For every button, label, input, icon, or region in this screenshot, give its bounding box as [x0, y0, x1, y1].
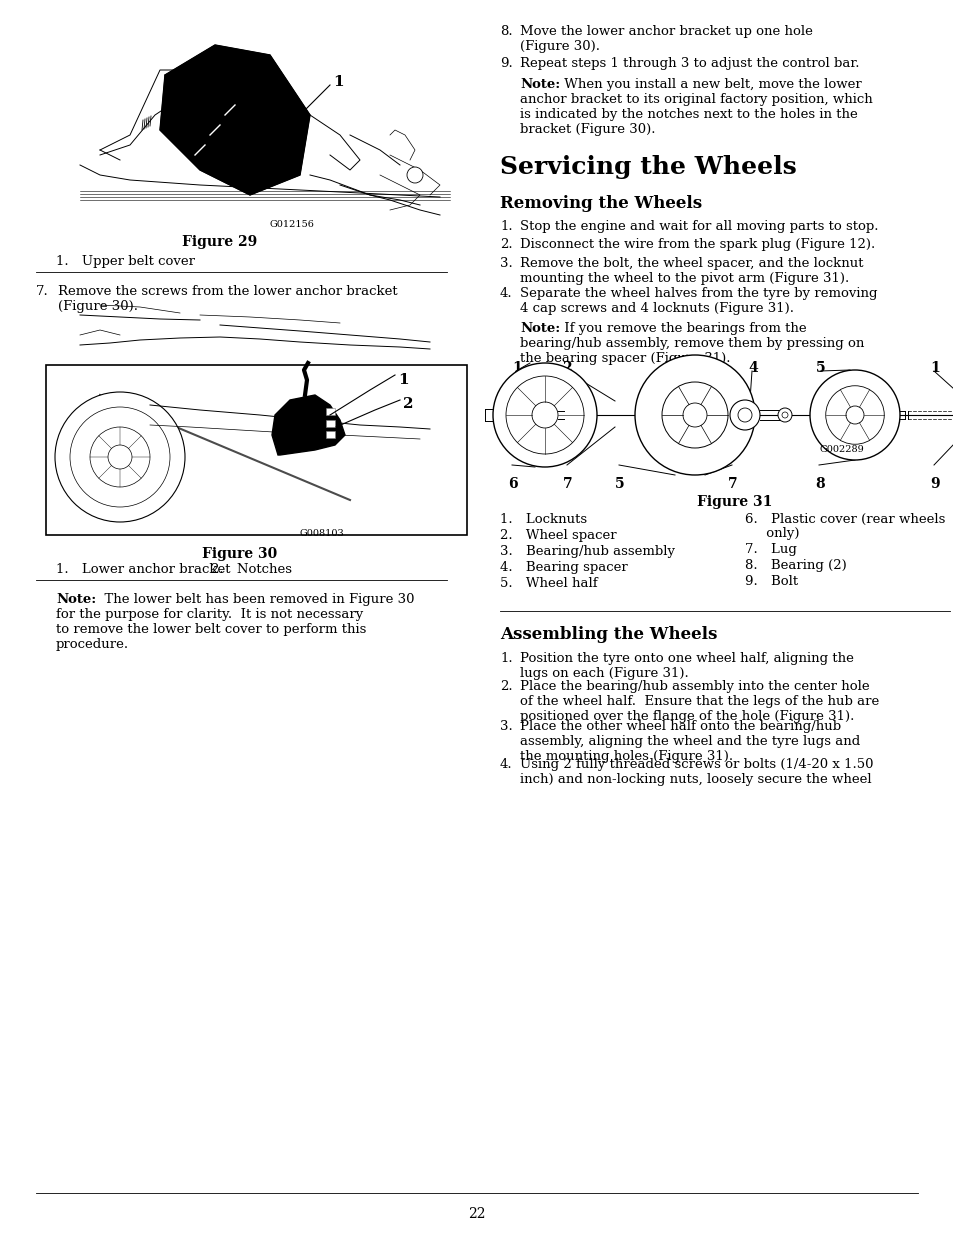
- Text: 4. Bearing spacer: 4. Bearing spacer: [499, 561, 627, 574]
- Text: 3. Bearing/hub assembly: 3. Bearing/hub assembly: [499, 545, 675, 558]
- Text: the bearing spacer (Figure 31).: the bearing spacer (Figure 31).: [519, 352, 730, 366]
- Text: 7.: 7.: [36, 285, 49, 298]
- Text: 5: 5: [615, 477, 624, 492]
- Text: Note:: Note:: [519, 78, 559, 91]
- Text: If you remove the bearings from the: If you remove the bearings from the: [559, 322, 806, 335]
- Bar: [326, 408, 335, 415]
- Text: 8: 8: [814, 477, 823, 492]
- Bar: [326, 420, 335, 427]
- Circle shape: [778, 408, 791, 422]
- Text: Assembling the Wheels: Assembling the Wheels: [499, 626, 717, 643]
- Text: The lower belt has been removed in Figure 30: The lower belt has been removed in Figur…: [96, 593, 414, 606]
- Polygon shape: [272, 395, 345, 454]
- Text: 2.: 2.: [499, 238, 512, 251]
- Text: G002289: G002289: [820, 445, 863, 454]
- Text: 1.: 1.: [499, 220, 512, 233]
- Text: Repeat steps 1 through 3 to adjust the control bar.: Repeat steps 1 through 3 to adjust the c…: [519, 57, 859, 70]
- Circle shape: [55, 391, 185, 522]
- Circle shape: [493, 363, 597, 467]
- Text: 1: 1: [397, 373, 408, 387]
- Text: 1: 1: [333, 75, 343, 89]
- Text: Remove the screws from the lower anchor bracket
(Figure 30).: Remove the screws from the lower anchor …: [58, 285, 397, 312]
- Text: 2: 2: [561, 361, 571, 375]
- Polygon shape: [160, 44, 310, 195]
- Text: 4: 4: [747, 361, 757, 375]
- Text: 8. Bearing (2): 8. Bearing (2): [744, 559, 846, 572]
- Circle shape: [407, 167, 422, 183]
- Text: 5: 5: [815, 361, 824, 375]
- Text: anchor bracket to its original factory position, which: anchor bracket to its original factory p…: [519, 93, 872, 106]
- Text: 4.: 4.: [499, 758, 512, 771]
- Circle shape: [532, 403, 558, 429]
- Text: G008103: G008103: [299, 529, 344, 538]
- Text: 22: 22: [468, 1207, 485, 1221]
- Text: bearing/hub assembly, remove them by pressing on: bearing/hub assembly, remove them by pre…: [519, 337, 863, 350]
- Text: Note:: Note:: [519, 322, 559, 335]
- Circle shape: [825, 385, 883, 445]
- Text: is indicated by the notches next to the holes in the: is indicated by the notches next to the …: [519, 107, 857, 121]
- Circle shape: [90, 427, 150, 487]
- Text: 2.: 2.: [499, 680, 512, 693]
- Text: for the purpose for clarity.  It is not necessary: for the purpose for clarity. It is not n…: [56, 608, 363, 621]
- Circle shape: [108, 445, 132, 469]
- Text: 2: 2: [402, 396, 413, 411]
- Text: 1. Upper belt cover: 1. Upper belt cover: [56, 254, 194, 268]
- Text: Position the tyre onto one wheel half, aligning the
lugs on each (Figure 31).: Position the tyre onto one wheel half, a…: [519, 652, 853, 680]
- Text: 7: 7: [562, 477, 572, 492]
- Bar: [326, 431, 335, 438]
- Text: 3: 3: [707, 361, 717, 375]
- Text: Servicing the Wheels: Servicing the Wheels: [499, 156, 796, 179]
- Text: Figure 30: Figure 30: [202, 547, 277, 561]
- Circle shape: [661, 382, 727, 448]
- Text: bracket (Figure 30).: bracket (Figure 30).: [519, 124, 655, 136]
- Text: G012156: G012156: [270, 220, 314, 228]
- Text: Using 2 fully threaded screws or bolts (1/4-20 x 1.50
inch) and non-locking nuts: Using 2 fully threaded screws or bolts (…: [519, 758, 873, 785]
- Text: Place the other wheel half onto the bearing/hub
assembly, aligning the wheel and: Place the other wheel half onto the bear…: [519, 720, 860, 763]
- Text: 2. Wheel spacer: 2. Wheel spacer: [499, 529, 616, 542]
- Circle shape: [729, 400, 760, 430]
- Text: 3.: 3.: [499, 720, 512, 734]
- Text: 9.: 9.: [499, 57, 512, 70]
- Circle shape: [70, 408, 170, 508]
- Text: Separate the wheel halves from the tyre by removing
4 cap screws and 4 locknuts : Separate the wheel halves from the tyre …: [519, 287, 877, 315]
- Text: Figure 29: Figure 29: [182, 235, 257, 249]
- Circle shape: [809, 370, 899, 459]
- Circle shape: [682, 403, 706, 427]
- Text: Note:: Note:: [56, 593, 96, 606]
- Circle shape: [738, 408, 751, 422]
- Text: procedure.: procedure.: [56, 638, 129, 651]
- Text: 7. Lug: 7. Lug: [744, 543, 796, 556]
- Text: When you install a new belt, move the lower: When you install a new belt, move the lo…: [559, 78, 861, 91]
- Text: to remove the lower belt cover to perform this: to remove the lower belt cover to perfor…: [56, 622, 366, 636]
- Text: Place the bearing/hub assembly into the center hole
of the wheel half.  Ensure t: Place the bearing/hub assembly into the …: [519, 680, 879, 722]
- Text: 3.: 3.: [499, 257, 512, 270]
- Text: only): only): [744, 527, 799, 540]
- Text: Disconnect the wire from the spark plug (Figure 12).: Disconnect the wire from the spark plug …: [519, 238, 874, 251]
- Text: 6. Plastic cover (rear wheels: 6. Plastic cover (rear wheels: [744, 513, 944, 526]
- Bar: [46, 366, 467, 535]
- Text: 5. Wheel half: 5. Wheel half: [499, 577, 597, 590]
- Text: 1: 1: [512, 361, 521, 375]
- Text: 1. Locknuts: 1. Locknuts: [499, 513, 586, 526]
- Text: 1.: 1.: [499, 652, 512, 664]
- Text: 8.: 8.: [499, 25, 512, 38]
- Text: Move the lower anchor bracket up one hole
(Figure 30).: Move the lower anchor bracket up one hol…: [519, 25, 812, 53]
- Circle shape: [505, 375, 583, 454]
- Text: 9: 9: [929, 477, 939, 492]
- Text: Remove the bolt, the wheel spacer, and the locknut
mounting the wheel to the piv: Remove the bolt, the wheel spacer, and t…: [519, 257, 862, 285]
- Text: Figure 31: Figure 31: [697, 495, 772, 509]
- Text: Stop the engine and wait for all moving parts to stop.: Stop the engine and wait for all moving …: [519, 220, 878, 233]
- Circle shape: [635, 354, 754, 475]
- Text: 2. Notches: 2. Notches: [211, 563, 292, 576]
- Text: 4.: 4.: [499, 287, 512, 300]
- Text: 6: 6: [507, 477, 517, 492]
- Text: 9. Bolt: 9. Bolt: [744, 576, 798, 588]
- Text: 1: 1: [929, 361, 939, 375]
- Circle shape: [781, 412, 787, 417]
- Circle shape: [845, 406, 863, 424]
- Text: 1. Lower anchor bracket: 1. Lower anchor bracket: [56, 563, 231, 576]
- Text: 7: 7: [727, 477, 737, 492]
- Text: Removing the Wheels: Removing the Wheels: [499, 195, 701, 212]
